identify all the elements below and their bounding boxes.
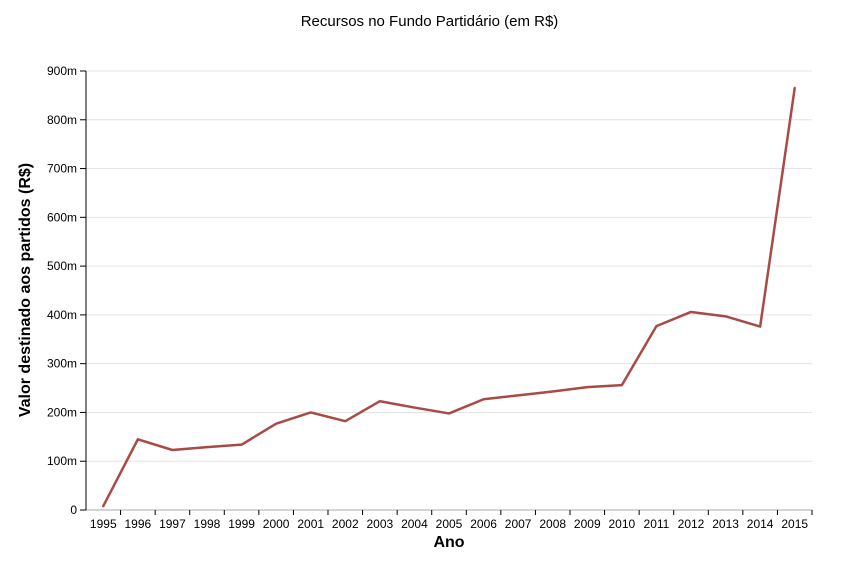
x-tick-label: 2001 bbox=[297, 517, 324, 531]
x-tick-label: 1999 bbox=[228, 517, 255, 531]
y-tick-label: 0 bbox=[70, 503, 77, 517]
x-tick-label: 1996 bbox=[125, 517, 152, 531]
x-tick-label: 2006 bbox=[470, 517, 497, 531]
y-tick-label: 600m bbox=[47, 210, 77, 224]
y-tick-label: 900m bbox=[47, 64, 77, 78]
x-axis-title: Ano bbox=[433, 534, 465, 551]
x-tick-label: 2011 bbox=[644, 517, 670, 531]
y-tick-label: 100m bbox=[47, 454, 77, 468]
y-tick-label: 500m bbox=[47, 259, 77, 273]
x-tick-label: 2009 bbox=[574, 517, 601, 531]
y-tick-label: 800m bbox=[47, 113, 77, 127]
y-tick-label: 700m bbox=[47, 162, 77, 176]
x-tick-label: 2014 bbox=[747, 517, 774, 531]
x-tick-label: 2000 bbox=[263, 517, 290, 531]
y-tick-label: 400m bbox=[47, 308, 77, 322]
x-tick-label: 2002 bbox=[332, 517, 359, 531]
chart-title: Recursos no Fundo Partidário (em R$) bbox=[300, 13, 559, 30]
x-tick-label: 2008 bbox=[539, 517, 566, 531]
data-line-series bbox=[102, 86, 796, 508]
x-tick-label: 2015 bbox=[781, 517, 808, 531]
y-tick-label: 200m bbox=[47, 405, 77, 419]
x-tick-label: 1997 bbox=[159, 517, 186, 531]
x-tick-label: 2005 bbox=[436, 517, 463, 531]
y-tick-label: 300m bbox=[47, 357, 77, 371]
x-tick-label: 1995 bbox=[90, 517, 117, 531]
x-tick-label: 2004 bbox=[401, 517, 428, 531]
x-tick-label: 1998 bbox=[194, 517, 221, 531]
x-tick-label: 2007 bbox=[505, 517, 532, 531]
x-tick-label: 2013 bbox=[712, 517, 739, 531]
x-tick-label: 2012 bbox=[678, 517, 705, 531]
x-tick-label: 2003 bbox=[367, 517, 394, 531]
x-tick-label: 2010 bbox=[609, 517, 636, 531]
